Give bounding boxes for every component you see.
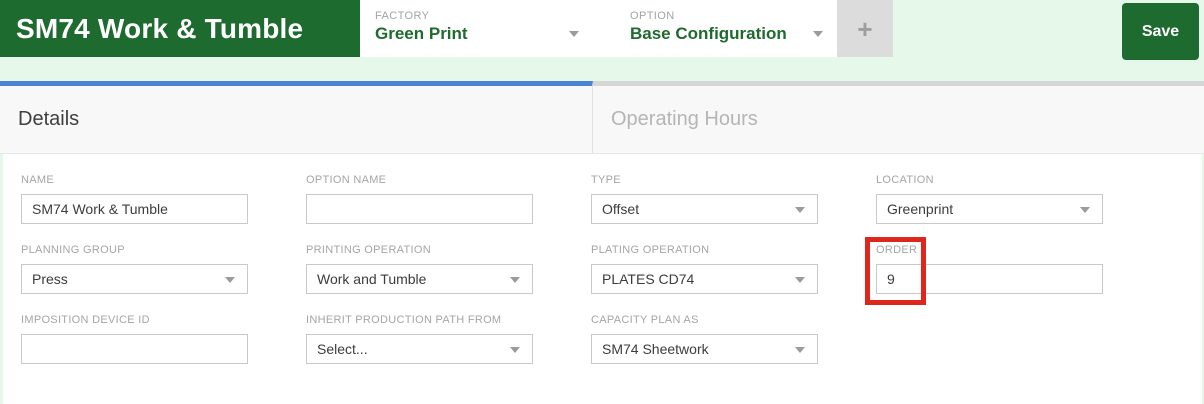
add-option-button[interactable]: + [837, 0, 893, 57]
header-bar: SM74 Work & Tumble FACTORY Green Print O… [0, 0, 1204, 81]
field-order: ORDER [865, 237, 1103, 305]
field-type: TYPE Offset [591, 174, 818, 224]
location-select[interactable]: Greenprint [876, 194, 1103, 224]
factory-label: FACTORY [375, 10, 430, 22]
field-label: PLANNING GROUP [21, 244, 125, 256]
chevron-down-icon [795, 277, 805, 283]
option-label: OPTION [630, 10, 675, 22]
location-select-value: Greenprint [887, 201, 954, 217]
field-location: LOCATION Greenprint [876, 174, 1103, 224]
field-label: CAPACITY PLAN AS [591, 314, 699, 326]
save-button[interactable]: Save [1122, 3, 1199, 60]
type-select[interactable]: Offset [591, 194, 818, 224]
option-value: Base Configuration [630, 24, 787, 43]
plus-icon: + [857, 13, 873, 44]
chevron-down-icon [795, 347, 805, 353]
field-planning-group: PLANNING GROUP Press [21, 244, 248, 294]
field-label: ORDER [876, 244, 918, 256]
field-label: TYPE [591, 174, 621, 186]
inherit-production-path-select-value: Select... [317, 341, 368, 357]
type-select-value: Offset [602, 201, 640, 217]
form-grid: NAME OPTION NAME TYPE Offset LOCATION Gr… [21, 174, 1202, 364]
chevron-down-icon [813, 31, 823, 37]
chevron-down-icon [225, 277, 235, 283]
inherit-production-path-select[interactable]: Select... [306, 334, 533, 364]
field-option-name: OPTION NAME [306, 174, 533, 224]
capacity-plan-as-select-value: SM74 Sheetwork [602, 341, 709, 357]
field-label: OPTION NAME [306, 174, 387, 186]
chevron-down-icon [569, 31, 579, 37]
field-label: LOCATION [876, 174, 934, 186]
tab-operating-hours[interactable]: Operating Hours [593, 81, 1204, 153]
option-name-input[interactable] [306, 194, 533, 224]
field-label: NAME [21, 174, 54, 186]
imposition-device-id-input[interactable] [21, 334, 248, 364]
field-label: IMPOSITION DEVICE ID [21, 314, 150, 326]
page-title: SM74 Work & Tumble [0, 0, 360, 57]
tab-bar: Details Operating Hours [0, 81, 1204, 154]
tab-details[interactable]: Details [0, 81, 593, 153]
planning-group-select-value: Press [32, 271, 68, 287]
plating-operation-select[interactable]: PLATES CD74 [591, 264, 818, 294]
chevron-down-icon [1080, 207, 1090, 213]
capacity-plan-as-select[interactable]: SM74 Sheetwork [591, 334, 818, 364]
factory-select[interactable]: FACTORY Green Print [360, 0, 615, 57]
details-form: NAME OPTION NAME TYPE Offset LOCATION Gr… [0, 154, 1204, 404]
header-dropdown-panel: FACTORY Green Print OPTION Base Configur… [360, 0, 837, 57]
chevron-down-icon [795, 207, 805, 213]
field-plating-operation: PLATING OPERATION PLATES CD74 [591, 244, 818, 294]
option-select[interactable]: OPTION Base Configuration [615, 0, 837, 57]
field-printing-operation: PRINTING OPERATION Work and Tumble [306, 244, 533, 294]
order-input[interactable] [876, 264, 1103, 294]
factory-value: Green Print [375, 24, 468, 43]
field-imposition-device-id: IMPOSITION DEVICE ID [21, 314, 248, 364]
printing-operation-select-value: Work and Tumble [317, 271, 427, 287]
field-name: NAME [21, 174, 248, 224]
chevron-down-icon [510, 347, 520, 353]
field-label: PLATING OPERATION [591, 244, 710, 256]
printing-operation-select[interactable]: Work and Tumble [306, 264, 533, 294]
field-label: PRINTING OPERATION [306, 244, 431, 256]
name-input[interactable] [21, 194, 248, 224]
field-capacity-plan-as: CAPACITY PLAN AS SM74 Sheetwork [591, 314, 818, 364]
plating-operation-select-value: PLATES CD74 [602, 271, 695, 287]
field-label: INHERIT PRODUCTION PATH FROM [306, 314, 502, 326]
chevron-down-icon [510, 277, 520, 283]
planning-group-select[interactable]: Press [21, 264, 248, 294]
field-inherit-production-path: INHERIT PRODUCTION PATH FROM Select... [306, 314, 533, 364]
